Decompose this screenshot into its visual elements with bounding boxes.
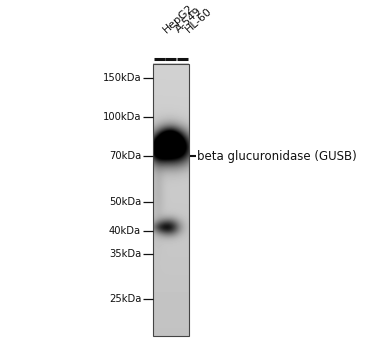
Text: HepG2: HepG2 (162, 2, 196, 35)
Text: 40kDa: 40kDa (109, 226, 141, 236)
Text: beta glucuronidase (GUSB): beta glucuronidase (GUSB) (197, 150, 357, 163)
Text: 70kDa: 70kDa (109, 151, 141, 161)
Text: 100kDa: 100kDa (103, 112, 141, 122)
Text: 35kDa: 35kDa (109, 248, 141, 259)
Text: 25kDa: 25kDa (109, 294, 141, 304)
Bar (154, 64, 189, 336)
Text: A-549: A-549 (173, 6, 204, 35)
Text: 50kDa: 50kDa (109, 197, 141, 207)
Text: HL-60: HL-60 (184, 6, 214, 35)
Text: 150kDa: 150kDa (102, 74, 141, 84)
